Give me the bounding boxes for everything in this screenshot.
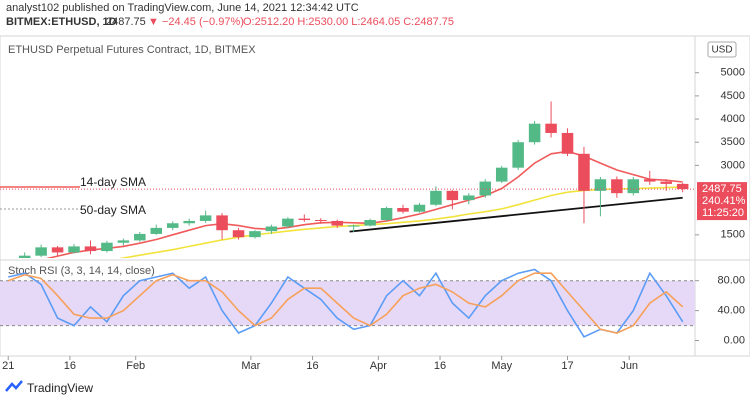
band — [0, 280, 695, 326]
y-tick-label: 80.00 — [717, 275, 745, 287]
candle-body — [51, 247, 64, 253]
candle-body — [18, 255, 31, 258]
candle-body — [627, 179, 640, 194]
candle-body — [446, 190, 459, 201]
y-tick-label: 4500 — [721, 90, 745, 102]
y-tick-label: 1500 — [721, 229, 745, 241]
chart-frame — [0, 35, 750, 357]
x-tick-label: Jun — [620, 360, 638, 372]
sma-line — [118, 186, 683, 258]
candle-body — [463, 195, 475, 201]
y-tick-label: 5000 — [721, 67, 745, 79]
candle-body — [84, 246, 97, 252]
stoch-pane — [0, 268, 695, 338]
change: ▼ −24.45 (−0.97%) — [148, 16, 244, 28]
y-tick-label: 3000 — [721, 159, 745, 171]
currency: USD — [711, 45, 732, 56]
candle-body — [380, 207, 393, 221]
last-price: 2487.75 — [106, 16, 146, 28]
chart-title: ETHUSD Perpetual Futures Contract, 1D, B… — [8, 44, 256, 56]
candle-body — [150, 227, 163, 234]
axes: 1500 3000 3500 4000 4500 5000 2487.75240.41%11… — [2, 67, 747, 372]
trendline — [349, 196, 683, 233]
annotation: 50-day SMA — [80, 203, 146, 217]
candle-body — [166, 223, 179, 228]
price-tag-label: 240.41% — [702, 195, 746, 207]
candle-body — [413, 204, 426, 212]
candle-body — [315, 220, 327, 222]
candle-body — [216, 215, 228, 231]
candle-body — [495, 167, 508, 182]
candle-body — [545, 123, 557, 133]
candle-body — [611, 179, 623, 194]
logo — [5, 380, 23, 392]
candle-body — [644, 179, 656, 182]
candle-body — [331, 220, 343, 226]
candle-body — [134, 233, 146, 241]
x-tick-label: Mar — [241, 360, 260, 372]
candle-body — [101, 242, 113, 252]
candle-body — [578, 153, 590, 191]
candle-body — [117, 240, 130, 243]
stoch-line — [7, 272, 684, 334]
candle-body — [512, 142, 524, 168]
price-tag — [697, 182, 747, 221]
candle-body — [249, 231, 261, 238]
indicator-title: Stoch RSI (3, 3, 14, 14, close) — [8, 265, 155, 277]
candle-body — [298, 218, 311, 221]
y-tick-label: 4000 — [721, 113, 745, 125]
y-tick-label: 3500 — [721, 136, 745, 148]
x-tick-label: 16 — [306, 360, 318, 372]
candle-body — [183, 220, 195, 224]
candle-body — [528, 123, 541, 143]
candle-body — [347, 225, 360, 227]
candle-body — [594, 179, 607, 191]
x-tick-label: Feb — [126, 360, 145, 372]
candle-body — [35, 247, 47, 256]
x-tick-label: 16 — [64, 360, 76, 372]
price-tag-label: 2487.75 — [702, 183, 742, 195]
x-tick-label: May — [491, 360, 512, 372]
candle-body — [68, 246, 80, 253]
candle-body — [479, 181, 492, 196]
candle-body — [232, 230, 245, 238]
candle-body — [660, 181, 672, 184]
price-tag-label: 11:25:20 — [702, 207, 744, 219]
ohlc: O:2512.20 H:2530.00 L:2464.05 C:2487.75 — [243, 16, 454, 28]
symbol: BITMEX:ETHUSD, 1D — [6, 16, 117, 28]
x-tick-label: 17 — [561, 360, 573, 372]
y-tick-label: 40.00 — [717, 305, 745, 317]
candle-body — [561, 132, 574, 154]
candle-body — [430, 190, 442, 205]
publisher: analyst102 published on TradingView.com,… — [6, 2, 359, 14]
candle-body — [364, 220, 376, 226]
currency-badge — [707, 41, 737, 58]
candle-body — [265, 226, 278, 232]
stoch-line — [8, 268, 684, 338]
x-tick-label: Apr — [370, 360, 387, 372]
candle-body — [199, 215, 212, 221]
x-tick-label: 16 — [434, 360, 446, 372]
y-tick-label: 0.00 — [724, 334, 745, 346]
brand: TradingView — [27, 381, 93, 395]
annotation: 14-day SMA — [80, 175, 146, 189]
candle-body — [282, 218, 294, 227]
price-pane — [0, 101, 695, 258]
x-tick-label: 21 — [2, 360, 14, 372]
candle-body — [676, 183, 689, 190]
candle-body — [397, 207, 409, 212]
